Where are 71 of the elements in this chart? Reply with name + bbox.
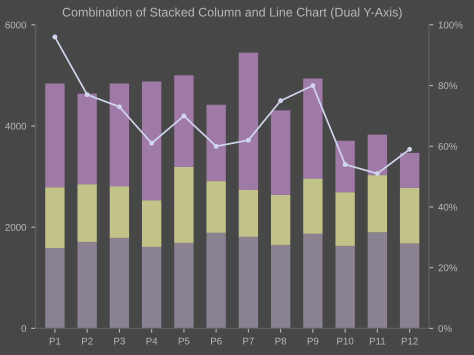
bar <box>368 232 388 328</box>
bar <box>174 75 194 167</box>
bar <box>77 184 97 242</box>
bar <box>45 248 65 328</box>
bar <box>110 84 130 186</box>
bar <box>400 188 420 244</box>
x-tick-label: P3 <box>114 338 125 345</box>
y2-tick-label: 40% <box>438 204 458 211</box>
point <box>407 146 412 152</box>
point <box>310 83 316 88</box>
point <box>84 92 90 98</box>
bar <box>174 242 194 328</box>
x-tick-label: P12 <box>402 338 418 344</box>
bar <box>238 52 258 190</box>
x-tick-label: P4 <box>146 338 158 344</box>
bar <box>110 186 130 238</box>
x-tick-label: P10 <box>337 338 354 345</box>
x-tick-label: P6 <box>210 338 222 345</box>
bar <box>368 134 388 176</box>
bar <box>206 104 226 182</box>
bar <box>45 84 65 188</box>
point <box>374 171 380 176</box>
y2-tick-label: 20% <box>438 264 458 272</box>
point <box>116 104 122 110</box>
bar <box>77 94 97 184</box>
chart-title: Combination of Stacked Column and Line Chart (Dual Y-Axis) <box>62 7 402 20</box>
bar <box>270 110 290 195</box>
bar <box>270 244 290 328</box>
point <box>214 144 219 149</box>
y-tick-label: 4000 <box>5 122 26 130</box>
point <box>246 138 251 143</box>
x-tick-label: P5 <box>178 338 190 345</box>
y2-tick-label: 0% <box>438 325 452 332</box>
y2-tick-label: 100% <box>438 22 463 28</box>
bar <box>270 194 290 245</box>
bar <box>45 187 65 248</box>
bar <box>335 246 355 328</box>
x-tick-label: P8 <box>275 338 286 345</box>
bar <box>303 234 323 328</box>
bar <box>368 175 388 232</box>
x-tick-label: P1 <box>50 338 60 344</box>
bar <box>400 243 420 328</box>
point <box>52 34 58 40</box>
y-tick-label: 2000 <box>5 224 26 231</box>
bar <box>335 140 355 192</box>
point <box>181 113 186 118</box>
bar <box>238 190 258 237</box>
bar <box>400 152 420 188</box>
bar <box>142 200 162 247</box>
y-tick-label: 6000 <box>5 22 26 28</box>
bar <box>303 78 323 179</box>
x-tick-label: P9 <box>308 338 318 345</box>
bar <box>206 232 226 328</box>
x-tick-label: P2 <box>82 338 93 344</box>
point <box>278 98 284 104</box>
point <box>342 162 348 167</box>
x-tick-label: P11 <box>370 338 386 344</box>
y-tick-label: 0 <box>21 325 26 332</box>
bar <box>77 242 97 328</box>
bar <box>174 167 194 243</box>
point <box>149 140 154 146</box>
bar <box>206 181 226 233</box>
y2-tick-label: 80% <box>438 82 458 90</box>
bar <box>303 178 323 234</box>
bar <box>335 192 355 246</box>
y2-tick-label: 60% <box>438 142 458 150</box>
bar <box>142 82 162 200</box>
x-tick-label: P7 <box>243 338 254 344</box>
bar <box>238 236 258 328</box>
bar <box>142 246 162 328</box>
bar <box>110 238 130 328</box>
